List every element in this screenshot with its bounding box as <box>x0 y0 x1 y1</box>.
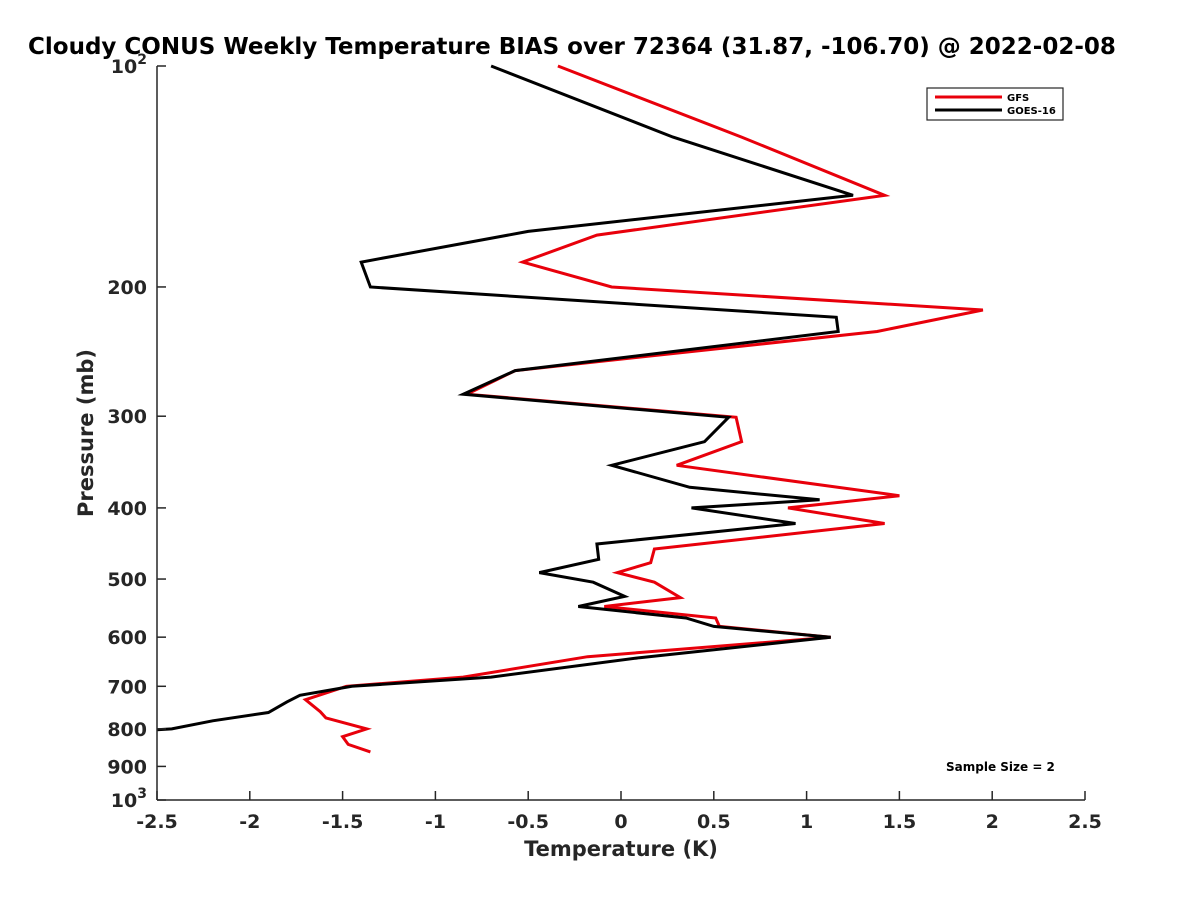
x-tick-label: -0.5 <box>507 811 549 833</box>
x-tick-label: 2.5 <box>1068 811 1102 833</box>
legend-label: GOES-16 <box>1007 106 1056 117</box>
x-tick-label: 0 <box>614 811 627 833</box>
y-axis-label: Pressure (mb) <box>74 349 98 517</box>
x-tick-label: -1 <box>425 811 446 833</box>
x-tick-label: -2.5 <box>136 811 178 833</box>
y-tick-label: 300 <box>107 406 147 428</box>
y-axis-ticks: 102 200 300 400 500 600 700 800 900 103 <box>107 52 166 812</box>
x-tick-label: 2 <box>986 811 999 833</box>
series-line-goes-16 <box>156 64 854 732</box>
x-tick-label: 1 <box>800 811 813 833</box>
y-tick-label: 500 <box>107 569 147 591</box>
chart-title: Cloudy CONUS Weekly Temperature BIAS ove… <box>28 34 1116 60</box>
y-tick-label: 800 <box>107 719 147 741</box>
y-tick-label: 600 <box>107 627 147 649</box>
x-tick-label: 0.5 <box>697 811 731 833</box>
y-tick-label: 102 <box>111 52 147 78</box>
y-tick-label: 900 <box>107 756 147 778</box>
legend: GFS GOES-16 <box>926 87 1064 121</box>
x-axis-ticks: -2.5 -2 -1.5 -1 -0.5 0 0.5 1 1.5 2 2.5 <box>136 791 1102 833</box>
sample-size-annotation: Sample Size = 2 <box>946 760 1055 774</box>
legend-box <box>926 87 1064 121</box>
x-tick-label: 1.5 <box>883 811 917 833</box>
y-tick-label: 200 <box>107 277 147 299</box>
axes <box>156 66 1085 801</box>
legend-label: GFS <box>1007 93 1029 104</box>
plot-area <box>156 64 984 754</box>
series-line-gfs <box>302 64 984 754</box>
y-tick-label: 103 <box>111 786 147 812</box>
y-tick-label: 400 <box>107 498 147 520</box>
x-tick-label: -1.5 <box>322 811 364 833</box>
y-tick-label: 700 <box>107 676 147 698</box>
x-axis-label: Temperature (K) <box>524 837 718 861</box>
x-tick-label: -2 <box>239 811 260 833</box>
